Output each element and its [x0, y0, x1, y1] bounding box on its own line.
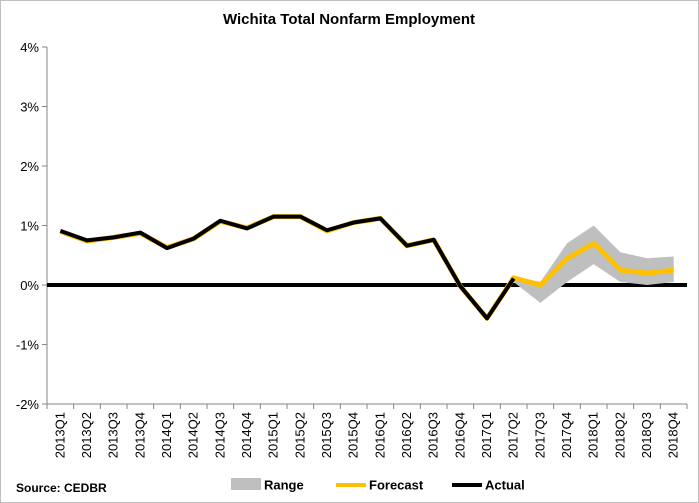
legend: Range Forecast Actual [231, 478, 525, 493]
chart-title: Wichita Total Nonfarm Employment [223, 11, 475, 28]
x-tick-label: 2018Q1 [586, 412, 601, 458]
x-tick-label: 2015Q3 [319, 412, 334, 458]
x-tick-label: 2018Q3 [639, 412, 654, 458]
x-tick-label: 2014Q3 [212, 412, 227, 458]
x-tick-label: 2017Q1 [479, 412, 494, 458]
x-tick-label: 2013Q3 [106, 412, 121, 458]
x-tick-label: 2014Q1 [159, 412, 174, 458]
source-label: Source: CEDBR [16, 481, 107, 495]
x-tick-label: 2016Q3 [426, 412, 441, 458]
y-tick-label: 2% [20, 159, 39, 174]
x-tick-label: 2017Q3 [532, 412, 547, 458]
range-band [513, 225, 674, 303]
x-tick-label: 2013Q2 [79, 412, 94, 458]
legend-key-range [231, 478, 261, 490]
legend-label-forecast: Forecast [369, 478, 424, 493]
actual-line [59, 214, 516, 321]
y-tick-label: 0% [20, 278, 39, 293]
y-tick-label: -2% [16, 397, 40, 412]
x-tick-label: 2015Q2 [292, 412, 307, 458]
x-tick-label: 2016Q1 [372, 412, 387, 458]
x-tick-label: 2014Q2 [186, 412, 201, 458]
x-tick-label: 2015Q4 [346, 412, 361, 458]
x-tick-label: 2015Q1 [266, 412, 281, 458]
x-tick-label: 2014Q4 [239, 412, 254, 458]
x-tick-label: 2013Q1 [52, 412, 67, 458]
x-tick-label: 2018Q2 [612, 412, 627, 458]
x-tick-label: 2016Q2 [399, 412, 414, 458]
legend-label-actual: Actual [485, 478, 525, 493]
y-tick-label: 4% [20, 40, 39, 55]
y-tick-label: 3% [20, 100, 39, 115]
x-tick-label: 2017Q4 [559, 412, 574, 458]
x-tick-label: 2017Q2 [506, 412, 521, 458]
x-tick-label: 2018Q4 [666, 412, 681, 458]
y-tick-label: 1% [20, 219, 39, 234]
legend-label-range: Range [264, 478, 304, 493]
y-tick-label: -1% [16, 338, 40, 353]
plot-area: -2% -1% 0% 1% 2% 3% 4% 2013Q1 2013Q2 2013Q3 2013Q4… [16, 40, 688, 458]
x-tick-label: 2013Q4 [132, 412, 147, 458]
x-tick-label: 2016Q4 [452, 412, 467, 458]
